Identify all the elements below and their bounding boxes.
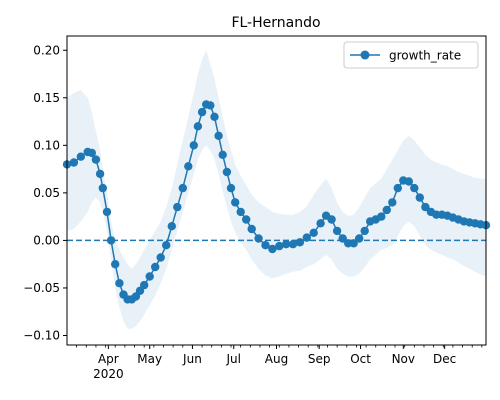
data-point <box>184 162 193 171</box>
chart-title: FL-Hernando <box>231 15 320 31</box>
data-point <box>404 177 413 186</box>
data-point <box>95 169 105 179</box>
data-point <box>355 234 364 243</box>
x-tick-label: Sep <box>308 352 331 366</box>
data-point <box>173 202 182 212</box>
data-point <box>242 215 251 224</box>
data-point <box>214 131 223 140</box>
data-point <box>69 158 79 167</box>
data-point <box>275 241 284 251</box>
x-tick-label: May <box>137 352 162 366</box>
data-point <box>309 228 318 237</box>
y-tick-label: 0.05 <box>33 186 60 200</box>
data-point <box>421 202 430 212</box>
data-point <box>254 234 263 243</box>
data-point <box>87 148 97 158</box>
data-point <box>288 240 298 249</box>
data-point <box>162 241 171 250</box>
data-point <box>145 272 154 281</box>
y-tick-label: −0.10 <box>23 328 60 342</box>
data-point <box>189 141 198 150</box>
data-point <box>231 198 240 207</box>
y-tick-label: 0.00 <box>33 233 60 247</box>
x-tick-label: Nov <box>392 352 415 366</box>
legend-box <box>343 41 479 69</box>
x-tick-label: Aug <box>265 352 288 366</box>
data-point <box>115 279 124 288</box>
data-point <box>222 167 232 177</box>
y-tick-label: −0.05 <box>23 281 60 295</box>
data-point <box>327 215 336 224</box>
data-point <box>226 183 236 193</box>
data-point <box>236 207 245 217</box>
x-tick-sublabel: 2020 <box>93 367 124 381</box>
data-point <box>349 239 358 248</box>
data-point <box>338 234 347 243</box>
data-point <box>281 240 291 249</box>
data-point <box>197 107 207 117</box>
y-tick-label: 0.20 <box>33 43 60 57</box>
data-point <box>316 219 325 228</box>
x-tick-label: Dec <box>433 352 456 366</box>
data-point <box>415 193 424 202</box>
x-tick-label: Jun <box>182 352 202 366</box>
data-point <box>91 155 101 164</box>
x-tick-label: Jul <box>226 352 241 366</box>
data-point <box>106 236 116 245</box>
data-point <box>206 101 215 110</box>
data-point <box>76 152 86 161</box>
data-point <box>218 150 227 159</box>
legend-label: growth_rate <box>389 49 461 63</box>
data-point <box>360 226 369 236</box>
data-point <box>140 280 149 290</box>
data-point <box>156 253 165 262</box>
data-point <box>111 260 120 269</box>
data-point <box>193 122 203 131</box>
legend: growth_rate <box>343 41 479 69</box>
data-point <box>98 183 108 193</box>
data-point <box>102 207 112 217</box>
confidence-band <box>67 50 486 329</box>
data-point <box>295 238 305 247</box>
data-point <box>247 224 256 234</box>
legend-marker-swatch <box>360 50 370 60</box>
data-point <box>178 183 187 193</box>
x-tick-label: Apr <box>98 352 119 366</box>
data-point <box>167 222 176 231</box>
data-point <box>332 226 342 236</box>
data-point <box>302 233 311 242</box>
y-tick-label: 0.10 <box>33 138 60 152</box>
data-point <box>261 241 270 250</box>
data-point <box>382 205 391 215</box>
data-point <box>410 183 419 193</box>
data-point <box>151 262 160 272</box>
data-point <box>393 183 402 193</box>
series-markers-growth-rate <box>62 100 491 304</box>
data-point <box>268 244 277 254</box>
x-tick-label: Oct <box>350 352 371 366</box>
data-point <box>377 212 386 221</box>
data-point <box>388 198 397 207</box>
y-tick-label: 0.15 <box>33 91 60 105</box>
data-point <box>210 112 219 122</box>
